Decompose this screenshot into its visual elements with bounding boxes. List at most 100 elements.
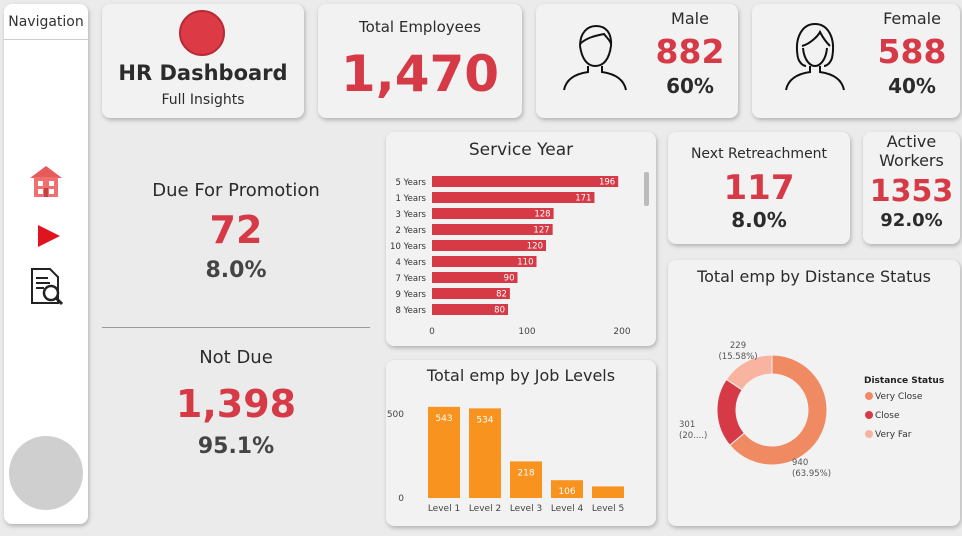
retrenchment-value: 117 <box>723 168 795 208</box>
legend-marker <box>865 411 873 419</box>
promotion-section: Due For Promotion 72 8.0% Not Due 1,398 … <box>102 130 370 530</box>
service-year-card: Service Year 5 Years 196 1 Years 171 3 Years… <box>386 132 656 346</box>
active-workers-value: 1353 <box>869 174 954 209</box>
service-year-bar-value: 171 <box>575 194 591 204</box>
page-subtitle: Full Insights <box>161 92 245 108</box>
avatar <box>9 436 83 510</box>
service-year-category-label: 9 Years <box>395 290 426 300</box>
total-employees-value: 1,470 <box>340 45 500 103</box>
service-year-category-label: 7 Years <box>395 274 426 284</box>
donut-value-label: 940 <box>792 458 808 468</box>
male-card: Male 882 60% <box>536 4 738 118</box>
active-workers-card: Active Workers 1353 92.0% <box>863 132 960 244</box>
job-levels-bar-value: 534 <box>476 415 493 425</box>
donut-percent-label: (63.95%) <box>792 469 831 479</box>
building-icon[interactable] <box>26 160 66 204</box>
male-label: Male <box>671 9 709 28</box>
active-workers-label-line1: Active <box>886 132 937 151</box>
service-year-title: Service Year <box>468 140 574 160</box>
service-year-bar <box>432 240 546 251</box>
service-year-x-tick: 200 <box>613 327 630 337</box>
male-count: 882 <box>655 32 725 71</box>
job-levels-category-label: Level 4 <box>551 504 584 514</box>
legend-title: Distance Status <box>864 376 944 386</box>
due-promotion-label: Due For Promotion <box>152 180 320 201</box>
scrollbar[interactable] <box>644 172 649 206</box>
distance-status-card: Total emp by Distance Status 940 (63.95%)… <box>668 260 960 526</box>
service-year-bar-value: 80 <box>494 306 505 316</box>
service-year-category-label: 5 Years <box>395 178 426 188</box>
job-levels-bar-value: 543 <box>435 414 452 424</box>
job-levels-chart: 500 0 543 Level 1 534 Level 2 218 Level 3 106 Lev… <box>387 406 624 514</box>
legend-item-label: Very Close <box>875 392 923 402</box>
job-levels-y-tick: 500 <box>387 410 404 420</box>
title-card: HR Dashboard Full Insights <box>102 4 304 118</box>
donut-value-label: 229 <box>730 341 746 351</box>
female-person-icon <box>780 18 850 96</box>
legend-marker <box>865 392 873 400</box>
service-year-bar <box>432 288 510 299</box>
total-employees-card: Total Employees 1,470 <box>318 4 522 118</box>
distance-status-title: Total emp by Distance Status <box>697 267 931 286</box>
service-year-bar-value: 120 <box>527 242 543 252</box>
service-year-x-tick: 100 <box>518 327 535 337</box>
retrenchment-label: Next Retreachment <box>690 146 828 162</box>
job-levels-category-label: Level 1 <box>428 504 460 514</box>
report-search-icon[interactable] <box>26 266 66 310</box>
job-levels-bar <box>510 461 542 498</box>
service-year-category-label: 10 Years <box>390 242 427 252</box>
play-icon[interactable] <box>34 222 62 254</box>
job-levels-card: Total emp by Job Levels 500 0 543 Level 1 53… <box>386 360 656 526</box>
job-levels-category-label: Level 5 <box>592 504 624 514</box>
donut-slice <box>729 354 828 466</box>
service-year-bar-value: 128 <box>534 210 550 220</box>
job-levels-category-label: Level 3 <box>510 504 542 514</box>
navigation-panel: Navigation <box>4 4 88 524</box>
retrenchment-card: Next Retreachment 117 8.0% <box>668 132 850 244</box>
service-year-category-label: 3 Years <box>395 210 426 220</box>
service-year-bar-value: 82 <box>496 290 507 300</box>
active-workers-percent: 92.0% <box>880 210 943 231</box>
due-promotion-percent: 8.0% <box>205 258 267 283</box>
navigation-title: Navigation <box>4 4 88 40</box>
page-title: HR Dashboard <box>118 61 288 85</box>
service-year-category-label: 4 Years <box>395 258 426 268</box>
female-label: Female <box>883 9 941 28</box>
job-levels-bar-value: 218 <box>517 468 534 478</box>
legend-marker <box>865 430 873 438</box>
male-person-icon <box>560 20 630 96</box>
donut-percent-label: (20....) <box>679 431 707 441</box>
legend-item-label: Very Far <box>875 430 912 440</box>
due-promotion-value: 72 <box>209 208 263 252</box>
service-year-bar-value: 90 <box>504 274 515 284</box>
job-levels-y-tick: 0 <box>398 494 404 504</box>
service-year-x-tick: 0 <box>429 327 435 337</box>
divider <box>102 327 370 328</box>
female-count: 588 <box>877 32 947 71</box>
service-year-bar-value: 110 <box>517 258 533 268</box>
logo-circle-icon <box>179 10 225 56</box>
female-percent: 40% <box>888 74 936 98</box>
job-levels-category-label: Level 2 <box>469 504 501 514</box>
service-year-bar <box>432 256 537 267</box>
job-levels-bar <box>469 408 501 498</box>
job-levels-bar <box>551 480 583 498</box>
service-year-bar-value: 127 <box>533 226 549 236</box>
job-levels-title: Total emp by Job Levels <box>426 366 616 385</box>
job-levels-bar <box>592 486 624 498</box>
donut-value-label: 301 <box>679 420 695 430</box>
service-year-bar <box>432 224 553 235</box>
donut-slice <box>725 354 773 391</box>
service-year-bar <box>432 304 508 315</box>
job-levels-bar <box>428 406 460 498</box>
not-due-value: 1,398 <box>175 382 297 426</box>
distance-donut-chart: 940(63.95%) 301(20....) 229(15.58%) Distanc… <box>679 341 944 479</box>
service-year-bar <box>432 176 619 187</box>
male-percent: 60% <box>666 74 714 98</box>
donut-percent-label: (15.58%) <box>718 352 757 362</box>
female-card: Female 588 40% <box>752 4 960 118</box>
job-levels-bar-value: 106 <box>558 487 575 497</box>
service-year-bar <box>432 192 595 203</box>
service-year-bar <box>432 208 554 219</box>
service-year-bar <box>432 272 518 283</box>
